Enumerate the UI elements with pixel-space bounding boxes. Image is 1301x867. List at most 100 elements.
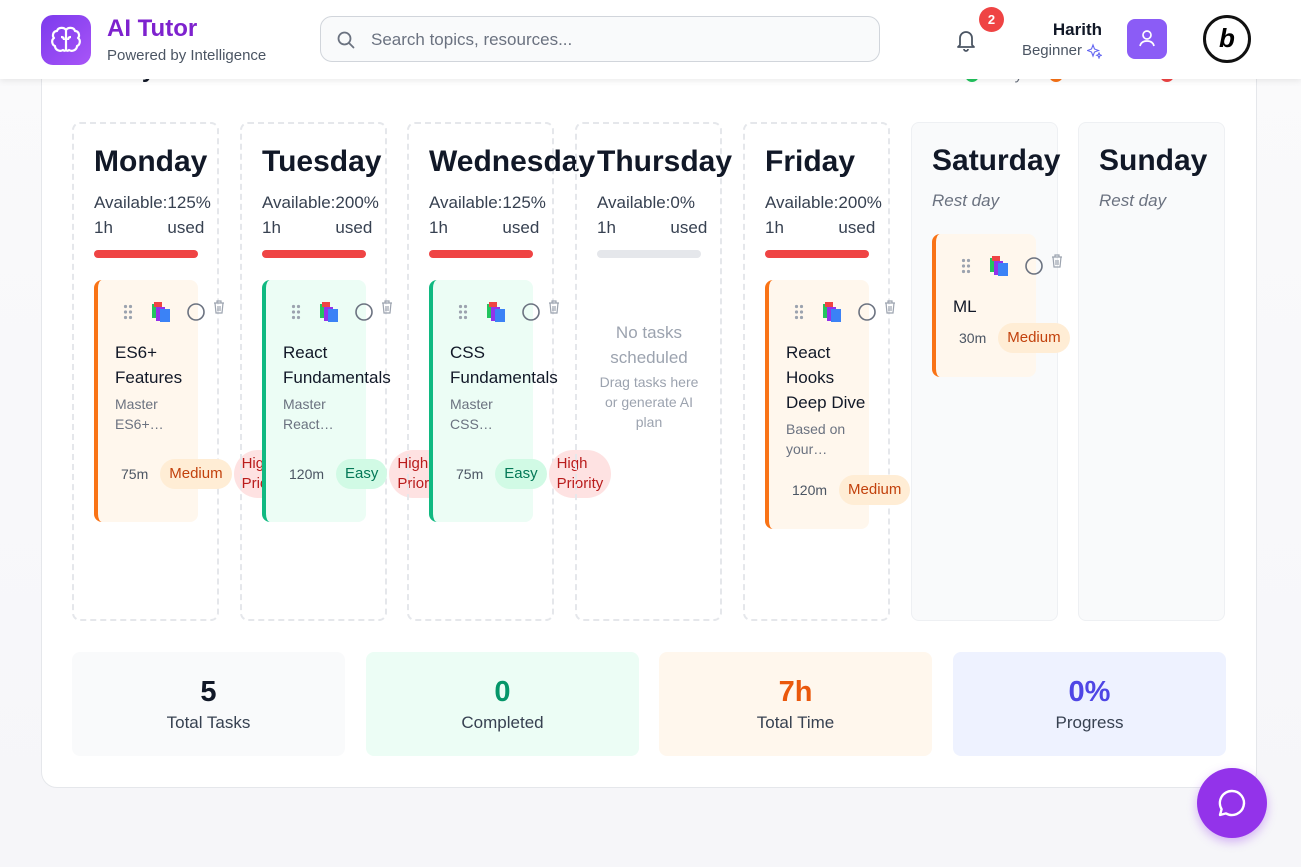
usage-bar <box>429 250 533 258</box>
availability: Available: 1h 125% used <box>429 190 550 240</box>
available-time: Available: 1h <box>262 193 336 237</box>
day-column: Thursday Available: 1h 0% used No tasks sch… <box>575 122 733 621</box>
stat-label: Total Tasks <box>166 713 251 732</box>
books-icon <box>823 302 841 322</box>
notification-bell[interactable] <box>954 27 978 53</box>
complete-toggle[interactable] <box>857 302 877 322</box>
rest-note: Rest day <box>932 191 1000 210</box>
drag-handle[interactable] <box>961 258 971 274</box>
drag-handle[interactable] <box>794 304 804 320</box>
books-icon <box>990 256 1008 276</box>
day-name: Saturday <box>932 144 1061 177</box>
task-duration: 120m <box>792 482 828 498</box>
delete-button[interactable] <box>547 299 561 315</box>
brand-title: AI Tutor <box>107 15 198 42</box>
books-icon <box>320 302 338 322</box>
drag-handle[interactable] <box>291 304 301 320</box>
difficulty-badge: Medium <box>839 475 911 505</box>
task-actions <box>98 296 224 328</box>
stat-label: Progress <box>1055 713 1124 732</box>
task-title: React Fundamentals <box>283 343 391 387</box>
chat-button[interactable] <box>1197 768 1267 838</box>
stat-value: 0 <box>494 676 511 708</box>
availability: Available: 1h 200% used <box>262 190 383 240</box>
usage-bar <box>262 250 366 258</box>
task-description: Master CSS… <box>450 396 493 432</box>
usage-bar <box>597 250 701 258</box>
availability: Available: 1h 0% used <box>597 190 718 240</box>
notification-count: 2 <box>979 7 1004 32</box>
availability: Available: 1h 200% used <box>765 190 886 240</box>
task-title: CSS Fundamentals <box>450 343 558 387</box>
task-actions <box>769 296 895 328</box>
stat-card: 5 Total Tasks <box>72 652 345 756</box>
usage: 200% used <box>838 193 882 237</box>
delete-button[interactable] <box>380 299 394 315</box>
brain-icon <box>51 26 81 52</box>
available-time: Available: 1h <box>429 193 503 237</box>
usage: 200% used <box>335 193 379 237</box>
difficulty-badge: Medium <box>998 323 1070 353</box>
task-meta: 30m Medium <box>953 323 1070 353</box>
task-title: React Hooks Deep Dive <box>786 343 866 412</box>
task-card[interactable]: React Fundamentals Master React… 120m Easy H… <box>262 280 453 522</box>
task-description: Master React… <box>283 396 334 432</box>
task-actions <box>266 296 392 328</box>
drag-handle[interactable] <box>458 304 468 320</box>
task-meta: 120m Easy High Priority <box>283 450 453 498</box>
stat-label: Completed <box>461 713 544 732</box>
task-description: Based on your… <box>786 421 846 457</box>
stat-value: 0% <box>1068 676 1111 708</box>
complete-toggle[interactable] <box>186 302 206 322</box>
stat-card: 0 Completed <box>366 652 639 756</box>
search-box[interactable]: Search topics, resources... <box>320 16 880 62</box>
task-actions <box>936 250 1062 282</box>
stat-card: 7h Total Time <box>659 652 932 756</box>
logo[interactable] <box>41 15 91 65</box>
user-name: Harith <box>1052 20 1102 39</box>
complete-toggle[interactable] <box>1024 256 1044 276</box>
task-meta: 75m Easy High Priority <box>450 450 612 498</box>
day-name: Thursday <box>597 145 733 178</box>
day-column: Sunday Rest day <box>1078 122 1225 621</box>
difficulty-badge: Medium <box>160 459 232 489</box>
empty-state: No tasks scheduled Drag tasks here or gen… <box>597 320 701 432</box>
available-time: Available: 1h <box>765 193 839 237</box>
complete-toggle[interactable] <box>354 302 374 322</box>
user-button[interactable] <box>1127 19 1167 59</box>
complete-toggle[interactable] <box>521 302 541 322</box>
usage: 125% used <box>167 193 211 237</box>
task-card[interactable]: ML 30m Medium <box>932 234 1070 377</box>
day-name: Friday <box>765 145 856 178</box>
usage: 0% used <box>670 193 708 237</box>
stat-value: 7h <box>778 676 813 708</box>
task-duration: 75m <box>456 466 484 482</box>
availability: Available: 1h 125% used <box>94 190 215 240</box>
delete-button[interactable] <box>212 299 226 315</box>
difficulty-badge: Easy <box>495 459 547 489</box>
brand-subtitle: Powered by Intelligence <box>107 47 267 64</box>
day-column: Saturday Rest day ML 30m Medium <box>911 122 1070 621</box>
books-icon <box>152 302 170 322</box>
chat-icon <box>1218 789 1246 817</box>
empty-hint: Drag tasks here or generate AI plan <box>599 374 699 430</box>
bolt-badge[interactable]: b <box>1203 15 1251 63</box>
day-column: Friday Available: 1h 200% used React Hooks … <box>743 122 911 621</box>
task-meta: 120m Medium <box>786 475 911 505</box>
task-card[interactable]: CSS Fundamentals Master CSS… 75m Easy High P… <box>429 280 612 522</box>
task-description: Master ES6+… <box>115 396 164 432</box>
usage: 125% used <box>502 193 546 237</box>
delete-button[interactable] <box>1050 253 1064 269</box>
task-title: ES6+ Features <box>115 343 183 387</box>
drag-handle[interactable] <box>123 304 133 320</box>
day-name: Tuesday <box>262 145 382 178</box>
task-duration: 120m <box>289 466 325 482</box>
task-card[interactable]: React Hooks Deep Dive Based on your… 120m M… <box>765 280 911 529</box>
header: AI Tutor Powered by Intelligence Search … <box>0 0 1301 79</box>
empty-title: No tasks scheduled <box>610 323 688 367</box>
search-placeholder: Search topics, resources... <box>371 30 573 49</box>
delete-button[interactable] <box>883 299 897 315</box>
